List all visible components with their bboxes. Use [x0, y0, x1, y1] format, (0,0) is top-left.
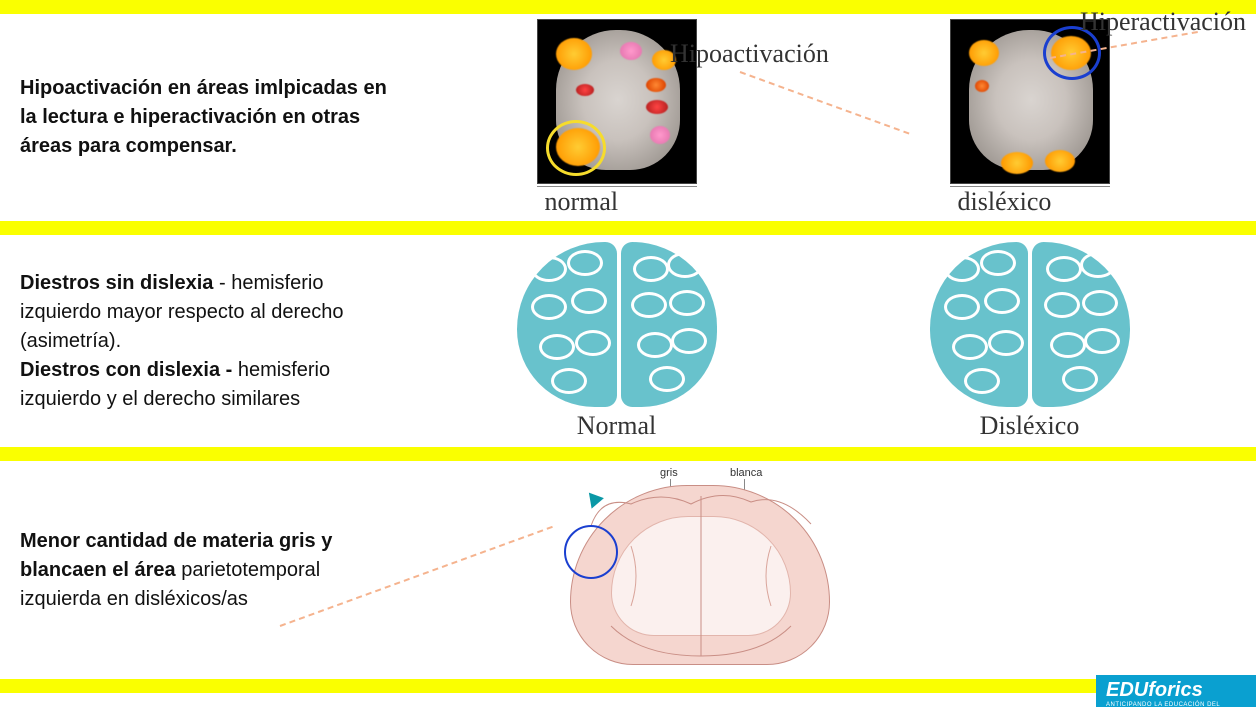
coronal-brain-image	[570, 485, 830, 665]
hyperactivation-label: Hiperactivación	[1080, 7, 1246, 37]
asymmetry-description: Diestros sin dislexia - hemisferio izqui…	[20, 269, 410, 414]
row-matter: Menor cantidad de materia gris y blancae…	[0, 447, 1256, 693]
hypoactivation-label: Hipoactivación	[670, 39, 829, 69]
scan-dyslexic-image	[950, 19, 1110, 184]
coronal-figure: gris blanca	[530, 465, 870, 675]
logo-subtext: ANTICIPANDO LA EDUCACIÓN DEL FUTURO	[1106, 702, 1246, 714]
matter-images: gris blanca	[410, 465, 1236, 675]
hypoactivation-line	[740, 71, 910, 134]
asymmetry-images: Normal Disléxico	[410, 242, 1236, 441]
cartoon-normal-brain	[517, 242, 717, 407]
cartoon-dyslexic-caption: Disléxico	[980, 411, 1080, 441]
row-asymmetry: Diestros sin dislexia - hemisferio izqui…	[0, 221, 1256, 461]
cartoon-dyslexic-figure: Disléxico	[930, 242, 1130, 441]
logo-text: EDUforics	[1106, 679, 1203, 701]
gris-label: gris	[660, 467, 678, 479]
activation-description: Hipoactivación en áreas imlpicadas en la…	[20, 74, 410, 161]
normal-highlight-circle	[546, 120, 606, 176]
row-activation: Hipoactivación en áreas imlpicadas en la…	[0, 0, 1256, 235]
cartoon-normal-caption: Normal	[577, 411, 656, 441]
cartoon-dyslexic-brain	[930, 242, 1130, 407]
cartoon-normal-figure: Normal	[517, 242, 717, 441]
scan-normal-caption: normal	[537, 186, 697, 217]
eduforics-logo: EDUforics ANTICIPANDO LA EDUCACIÓN DEL F…	[1096, 675, 1256, 707]
activation-images: normal Hipoactivación disléxico Hiperact…	[410, 19, 1236, 217]
blanca-label: blanca	[730, 467, 762, 479]
scan-dyslexic-caption: disléxico	[950, 186, 1110, 217]
matter-highlight-circle	[564, 525, 618, 579]
scan-dyslexic-figure: disléxico	[950, 19, 1110, 217]
